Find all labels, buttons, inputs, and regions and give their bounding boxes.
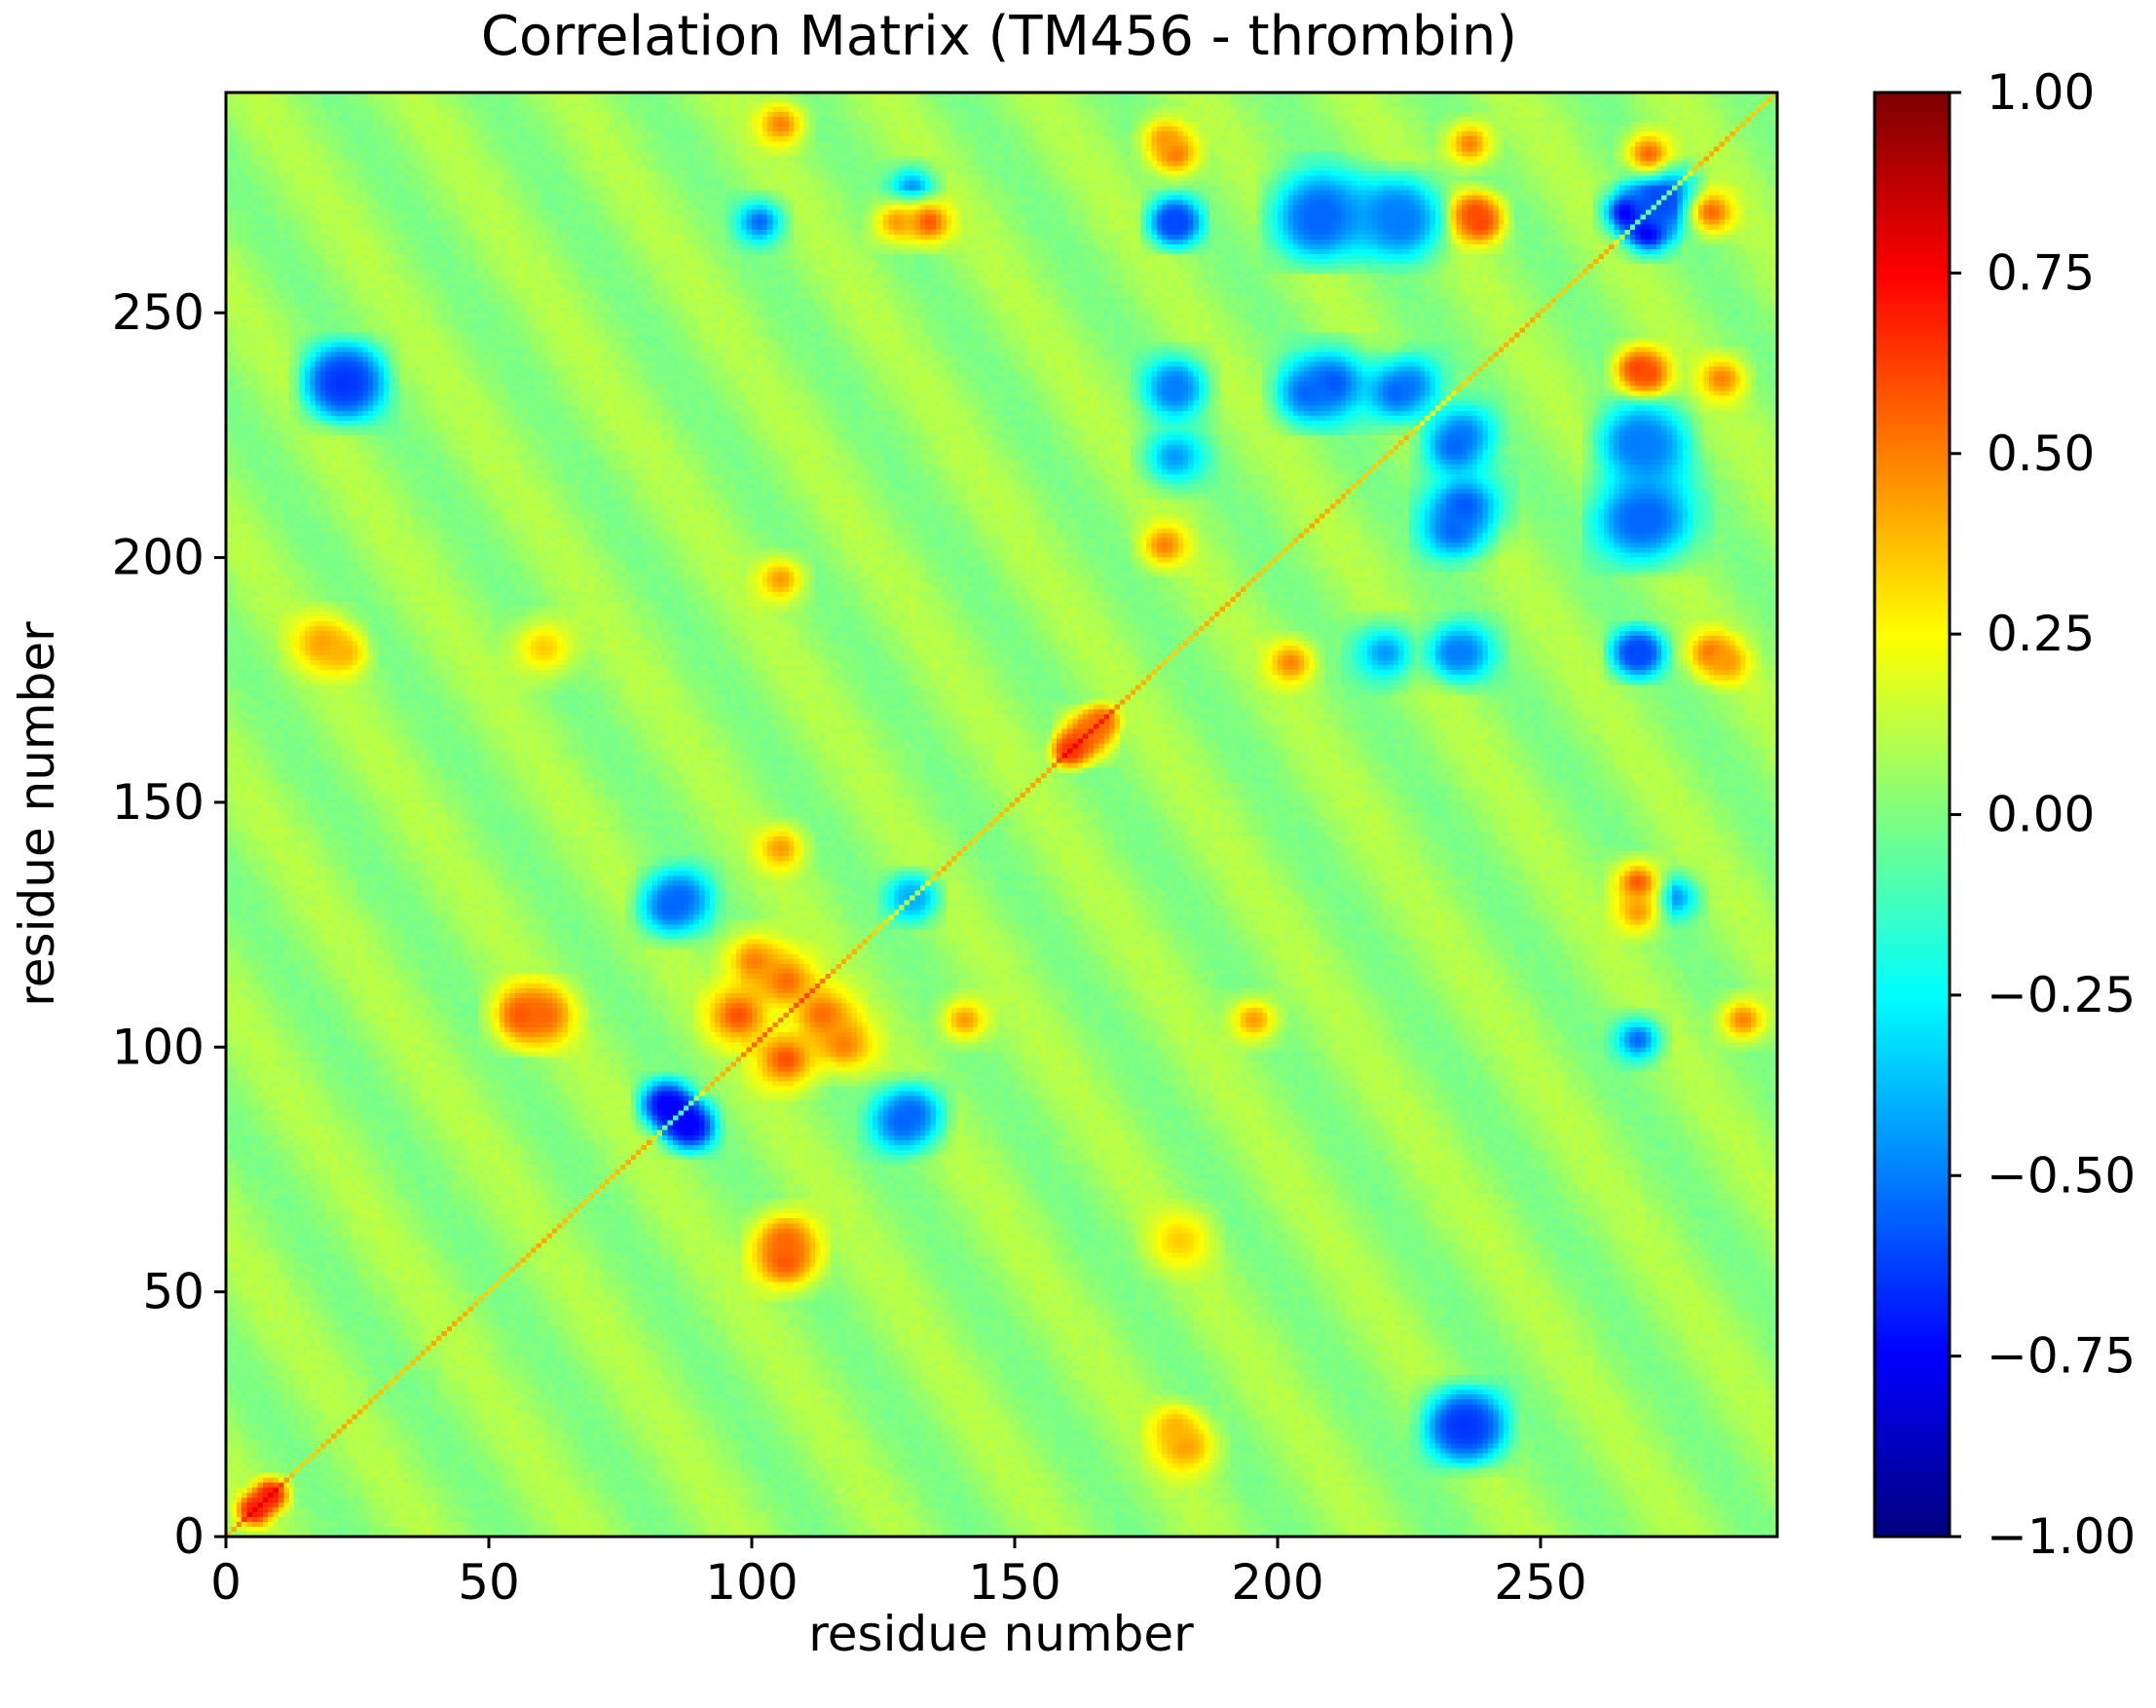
plot-area [224,91,1779,1539]
plot-frame [224,91,1779,1539]
y-tick-label: 50 [142,1264,204,1320]
y-tick-label: 100 [112,1019,204,1075]
colorbar: 1.00 0.75 0.50 0.25 0.00 −0.25 −0.50 −0.75 −1.00 [1873,64,2136,1565]
x-tick-label: 150 [968,1554,1060,1611]
chart-title: Correlation Matrix (TM456 - thrombin) [481,5,1517,68]
colorbar-tick-label: −1.00 [1987,1508,2136,1565]
heatmap-image [226,93,1777,1537]
colorbar-tick-label: −0.50 [1987,1147,2136,1204]
x-tick-label: 50 [458,1554,520,1611]
y-tick-label: 0 [173,1508,204,1565]
x-axis-ticks: 0 50 100 150 200 250 [210,1537,1587,1611]
colorbar-tick-label: 0.25 [1987,606,2095,662]
colorbar-tick-label: 0.00 [1987,787,2095,843]
colorbar-tick-label: 0.75 [1987,244,2095,301]
y-tick-label: 150 [112,774,204,831]
colorbar-tick-label: 0.50 [1987,426,2095,482]
colorbar-tick-label: −0.25 [1987,967,2136,1023]
colorbar-tick-label: −0.75 [1987,1328,2136,1385]
x-tick-label: 200 [1231,1554,1323,1611]
x-tick-label: 100 [705,1554,798,1611]
x-axis-label: residue number [808,1606,1194,1662]
y-axis-label: residue number [9,621,65,1007]
colorbar-ticks: 1.00 0.75 0.50 0.25 0.00 −0.25 −0.50 −0.75 −1.00 [1950,64,2136,1565]
colorbar-tick-label: 1.00 [1987,64,2095,121]
x-tick-label: 250 [1494,1554,1586,1611]
x-tick-label: 0 [210,1554,242,1611]
y-axis-ticks: 0 50 100 150 200 250 [112,284,226,1565]
y-tick-label: 200 [112,530,204,586]
colorbar-gradient [1875,93,1950,1537]
y-tick-label: 250 [112,284,204,341]
